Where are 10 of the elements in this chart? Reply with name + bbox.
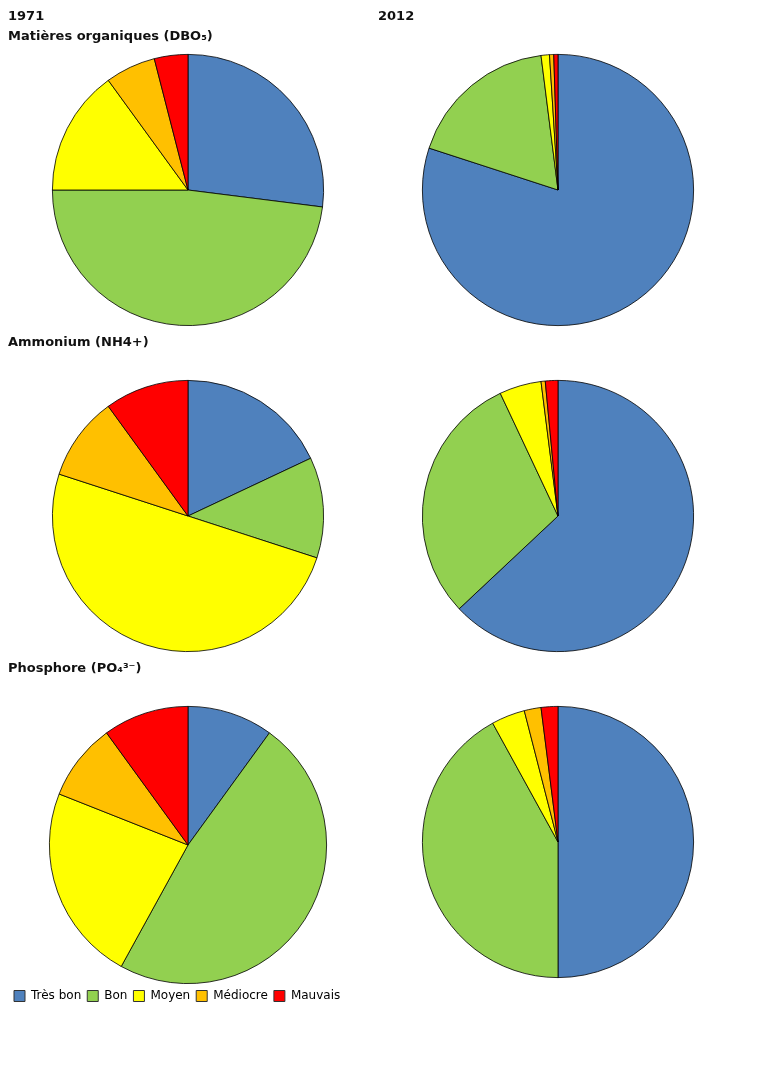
- legend-label: Médiocre: [213, 988, 268, 1003]
- legend-label: Bon: [104, 988, 128, 1003]
- chart-title: Phosphore (PO₄³⁻): [8, 660, 143, 677]
- chart-subtitle: Matières organiques (DBO₅): [8, 28, 214, 45]
- legend-label: Mauvais: [290, 988, 341, 1003]
- legend-label: Moyen: [150, 988, 191, 1003]
- chart-title: 1971: [8, 8, 46, 25]
- chart-title: Ammonium (NH4+): [8, 334, 150, 351]
- chart-title: 2012: [378, 8, 416, 25]
- legend-label: Très bon: [30, 988, 82, 1003]
